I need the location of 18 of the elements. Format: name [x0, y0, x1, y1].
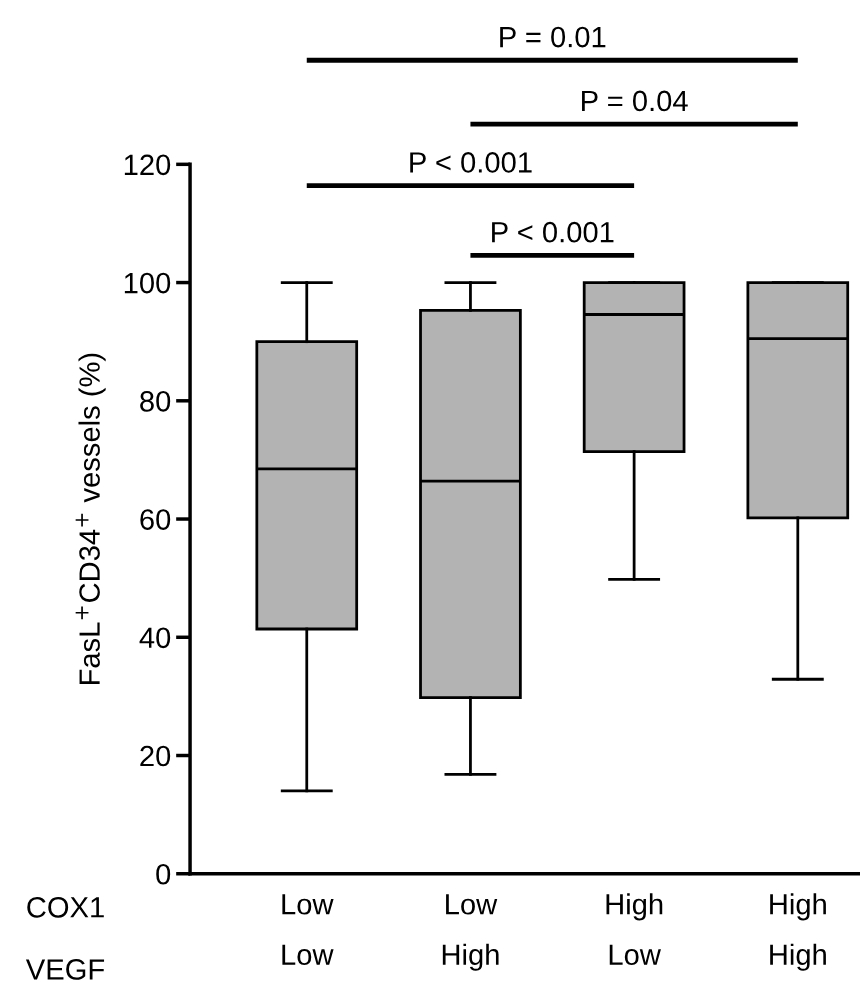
annotation: P < 0.001	[492, 221, 614, 243]
y-tick-label: 60	[140, 509, 171, 530]
text: P = 0.01	[500, 26, 606, 48]
text: COX1	[27, 896, 104, 918]
annotation: P < 0.001	[410, 152, 532, 173]
y-tick-label: 40	[139, 627, 171, 649]
y-tick-label: 20	[140, 745, 171, 767]
y-tick-label: 120	[124, 154, 171, 176]
y-tick-label: 100	[124, 272, 171, 294]
x-tick-label: High Low	[606, 893, 663, 966]
x-tick-label: Low High	[442, 894, 499, 971]
y-tick-label: 0	[156, 863, 171, 885]
y-axis-title: FasL$^{+}$CD34$^{+}$ vessels (%)	[75, 353, 106, 685]
x-tick-label: High High	[770, 893, 826, 971]
text: VEGF	[25, 959, 105, 980]
text: P = 0.04	[582, 90, 688, 112]
y-tick-label: 80	[140, 391, 171, 412]
x-tick-label: Low Low	[282, 894, 334, 966]
